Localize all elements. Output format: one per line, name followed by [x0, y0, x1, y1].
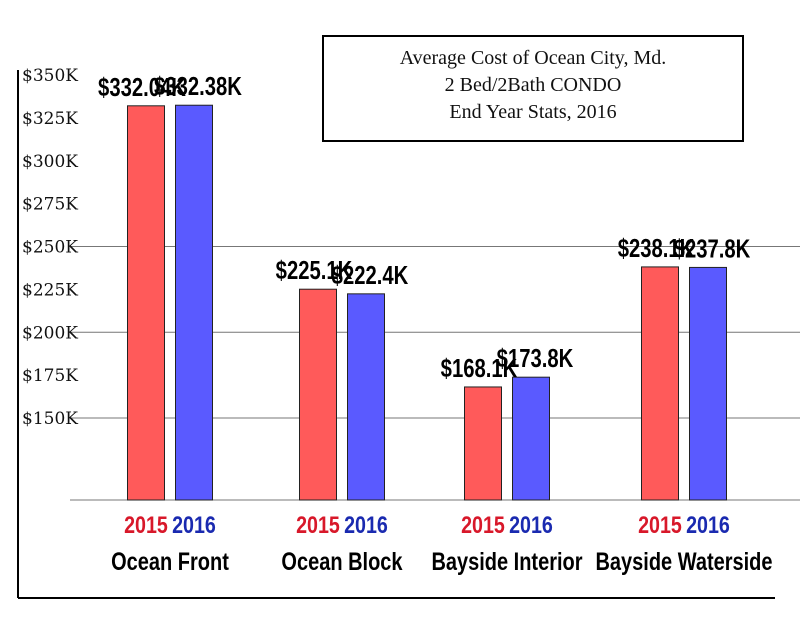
bars [127, 104, 727, 501]
bar [127, 105, 165, 501]
y-tick-label: $275K [22, 195, 78, 215]
title-box-border [322, 35, 744, 142]
x-tick-label-year: 2016 [172, 511, 216, 538]
bar [641, 266, 679, 501]
chart-title-line-3: End Year Stats, 2016 [449, 101, 616, 123]
data-label: $225.1K [276, 256, 353, 285]
data-label: $332.38K [154, 72, 242, 101]
y-tick-label: $350K [22, 66, 78, 86]
data-label: $237.8K [674, 234, 751, 263]
value-labels: $332.04K$332.38K $225.1K$222.4K $168.1K$17… [98, 72, 750, 383]
bar [464, 386, 502, 501]
y-tick-label: $200K [22, 323, 78, 343]
x-tick-label-category: Bayside Waterside [595, 548, 772, 576]
y-tick-label: $175K [22, 366, 78, 386]
data-label: $168.1K [441, 354, 518, 383]
data-label: $173.8K [497, 344, 574, 373]
y-tick-label: $150K [22, 409, 78, 429]
chart-title-box: Average Cost of Ocean City, Md. 2 Bed/2B… [322, 35, 744, 142]
data-label: $332.04K [98, 72, 186, 101]
y-tick-label: $250K [22, 238, 78, 258]
y-tick-label: $300K [22, 152, 78, 172]
axes [17, 70, 775, 599]
x-tick-label-category: Bayside Interior [431, 548, 582, 576]
bar [347, 293, 385, 501]
y-axis-tick-labels: $350K $325K $300K $275K $250K $225K $200K $175K… [22, 66, 78, 429]
y-tick-label: $325K [22, 109, 78, 129]
data-label: $238.1K [618, 233, 695, 262]
x-tick-label-year: 2016 [344, 511, 388, 538]
x-tick-label-year: 2015 [638, 511, 682, 538]
bar [689, 266, 727, 501]
x-tick-label-year: 2015 [124, 511, 168, 538]
data-label: $222.4K [332, 260, 409, 289]
x-tick-label-year: 2016 [686, 511, 730, 538]
x-tick-label-category: Ocean Block [281, 548, 402, 576]
bar [299, 288, 337, 501]
chart-title-line-1: Average Cost of Ocean City, Md. [400, 47, 667, 69]
x-tick-label-year: 2015 [461, 511, 505, 538]
bar [512, 376, 550, 501]
y-tick-label: $225K [22, 280, 78, 300]
x-tick-label-year: 2015 [296, 511, 340, 538]
chart-title-line-2: 2 Bed/2Bath CONDO [445, 74, 622, 96]
x-tick-label-year: 2016 [509, 511, 553, 538]
x-tick-label-category: Ocean Front [111, 548, 229, 576]
bar [175, 104, 213, 501]
